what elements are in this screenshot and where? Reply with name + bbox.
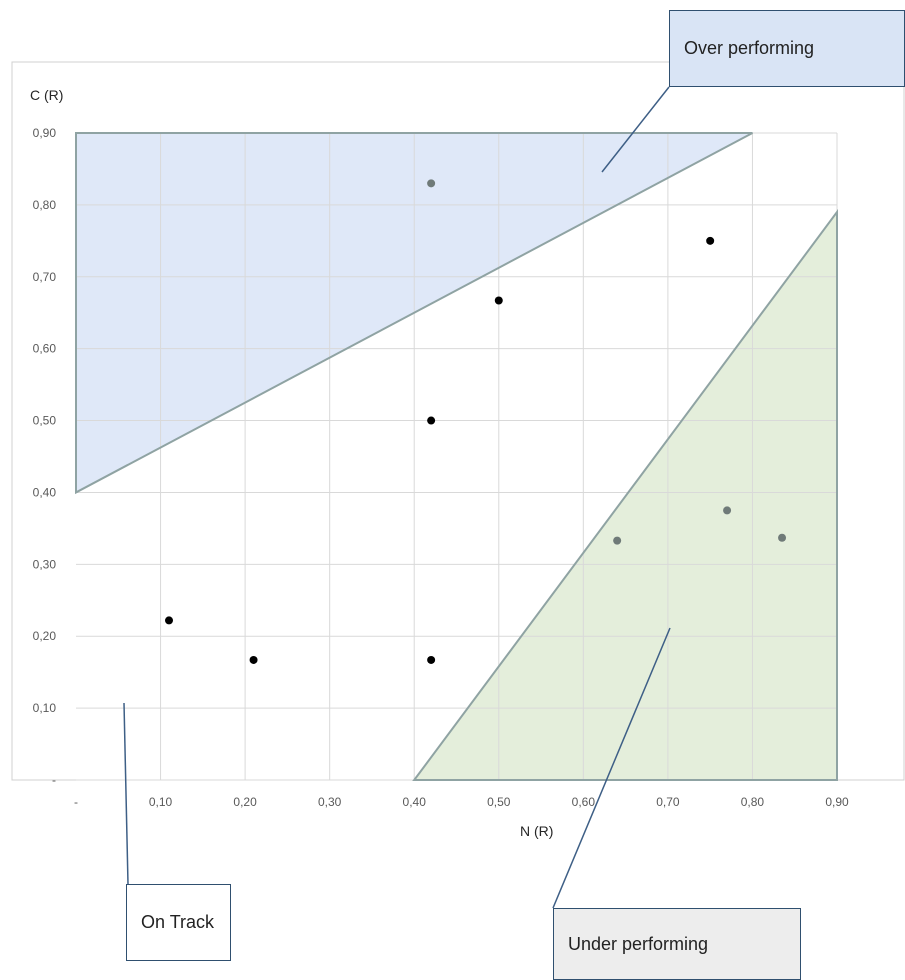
x-tick-label: 0,60 <box>572 795 596 809</box>
x-tick-label: 0,80 <box>741 795 765 809</box>
y-tick-label: 0,70 <box>33 270 57 284</box>
callout-leader-lines <box>123 86 671 909</box>
leader-under <box>552 627 671 909</box>
y-axis-title: C (R) <box>30 87 63 103</box>
x-axis-ticks: - 0,10 0,20 0,30 0,40 0,50 0,60 0,70 0,80 0,90 <box>74 795 849 809</box>
region-borders <box>75 132 838 781</box>
x-tick-label: 0,50 <box>487 795 511 809</box>
data-point <box>427 655 436 664</box>
y-tick-label: 0,90 <box>33 126 57 140</box>
y-tick-label: 0,40 <box>33 485 57 499</box>
data-point <box>427 416 436 425</box>
y-tick-label: 0,80 <box>33 198 57 212</box>
callout-under-label: Under performing <box>568 933 709 954</box>
x-tick-label: 0,30 <box>318 795 342 809</box>
callout-under-performing: Under performing <box>553 908 801 980</box>
y-tick-label: - <box>52 773 56 787</box>
y-tick-label: 0,30 <box>33 557 57 571</box>
data-point <box>427 179 436 188</box>
data-point <box>778 533 787 542</box>
x-tick-label: 0,20 <box>233 795 257 809</box>
callout-over-performing: Over performing <box>669 10 905 87</box>
y-tick-label: 0,50 <box>33 414 57 428</box>
x-tick-label: 0,40 <box>403 795 427 809</box>
y-tick-label: 0,20 <box>33 629 57 643</box>
x-tick-label: - <box>74 795 78 809</box>
x-axis-title: N (R) <box>520 823 553 839</box>
y-tick-label: 0,60 <box>33 342 57 356</box>
data-point <box>706 236 715 245</box>
data-point <box>494 296 503 305</box>
region-border-over-performing <box>75 132 753 495</box>
y-tick-label: 0,10 <box>33 701 57 715</box>
leader-over <box>601 86 670 173</box>
region-border-under-performing <box>412 209 838 781</box>
data-points <box>165 179 787 664</box>
callout-over-label: Over performing <box>684 38 815 58</box>
y-axis-ticks: - 0,10 0,20 0,30 0,40 0,50 0,60 0,70 0,80 0,90 <box>33 126 57 787</box>
data-point <box>165 616 174 625</box>
leader-on-track <box>123 702 129 885</box>
callout-on-track: On Track <box>126 884 231 961</box>
data-point <box>723 506 732 515</box>
callout-on-track-label: On Track <box>141 912 215 932</box>
x-tick-label: 0,90 <box>825 795 849 809</box>
x-tick-label: 0,10 <box>149 795 173 809</box>
x-tick-label: 0,70 <box>656 795 680 809</box>
data-point <box>249 655 258 664</box>
data-point <box>613 536 622 545</box>
